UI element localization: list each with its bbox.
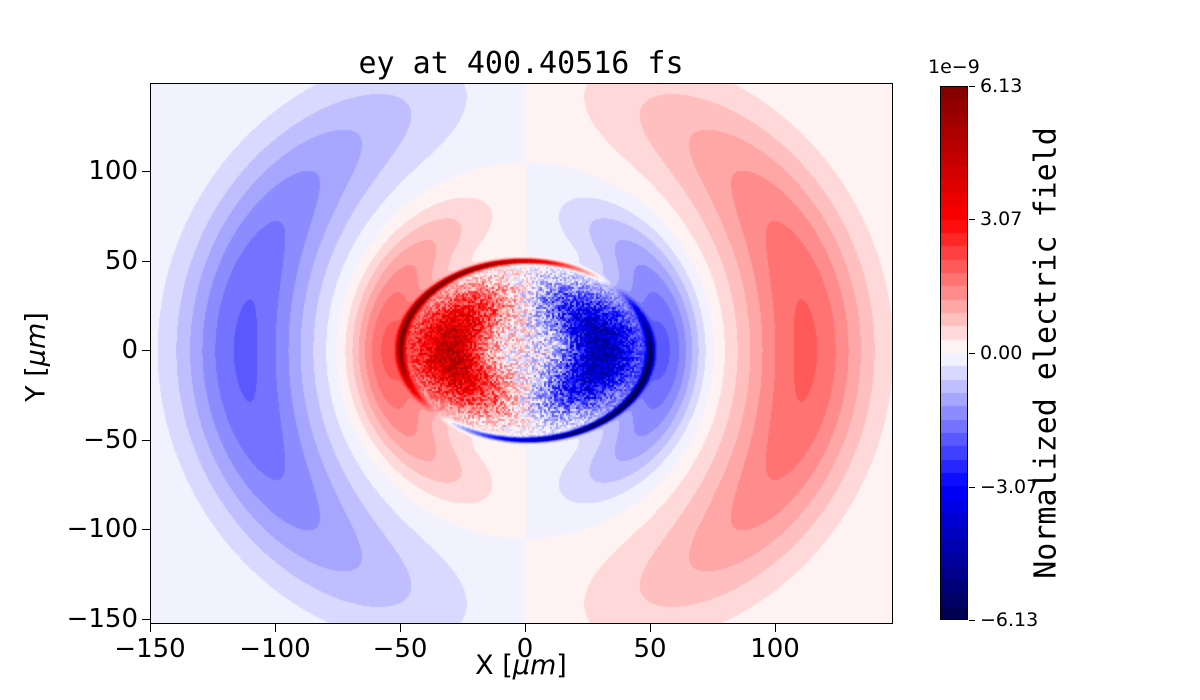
- colorbar-tick-label: −6.13: [980, 609, 1039, 631]
- colorbar-tick-mark: [969, 486, 975, 488]
- colorbar-tick-mark: [969, 620, 975, 621]
- y-tick-mark: [142, 171, 150, 172]
- field-heatmap: [150, 83, 893, 624]
- y-tick-label: −100: [66, 514, 138, 544]
- x-tick-label: 0: [516, 634, 534, 664]
- y-tick-mark: [142, 529, 150, 530]
- y-tick-label: 0: [121, 335, 138, 365]
- colorbar-tick-label: 6.13: [980, 75, 1023, 97]
- x-tick-label: −100: [239, 634, 311, 664]
- colorbar: [940, 86, 968, 620]
- x-tick-mark: [525, 624, 526, 632]
- colorbar-tick-mark: [969, 86, 975, 87]
- y-tick-mark: [142, 618, 150, 620]
- y-tick-label: −50: [83, 424, 138, 455]
- x-axis-label: X [μm]: [475, 650, 567, 681]
- y-tick-label: −150: [66, 603, 138, 634]
- x-tick-label: −50: [372, 634, 428, 664]
- x-tick-label: 100: [750, 634, 800, 664]
- colorbar-tick-label: −3.07: [980, 475, 1039, 498]
- y-tick-mark: [142, 260, 150, 262]
- plot-title: ey at 400.40516 fs: [358, 46, 684, 81]
- x-tick-mark: [775, 624, 776, 632]
- colorbar-offset-text: 1e−9: [928, 56, 980, 78]
- colorbar-tick-label: 0.00: [980, 342, 1023, 364]
- x-tick-mark: [400, 624, 401, 632]
- colorbar-tick-mark: [969, 353, 975, 354]
- x-tick-label: −150: [114, 634, 186, 664]
- x-tick-mark: [650, 624, 651, 632]
- y-tick-label: 50: [104, 245, 138, 276]
- colorbar-tick-label: 3.07: [980, 208, 1023, 231]
- y-tick-mark: [142, 350, 150, 351]
- y-axis-label: Y [μm]: [20, 312, 52, 402]
- x-tick-mark: [275, 624, 276, 632]
- y-tick-label: 100: [88, 156, 138, 186]
- colorbar-tick-mark: [969, 219, 975, 221]
- x-tick-mark: [150, 624, 151, 632]
- x-tick-label: 50: [633, 634, 667, 664]
- y-tick-mark: [142, 439, 150, 441]
- colorbar-label: Normalized electric field: [1028, 127, 1064, 579]
